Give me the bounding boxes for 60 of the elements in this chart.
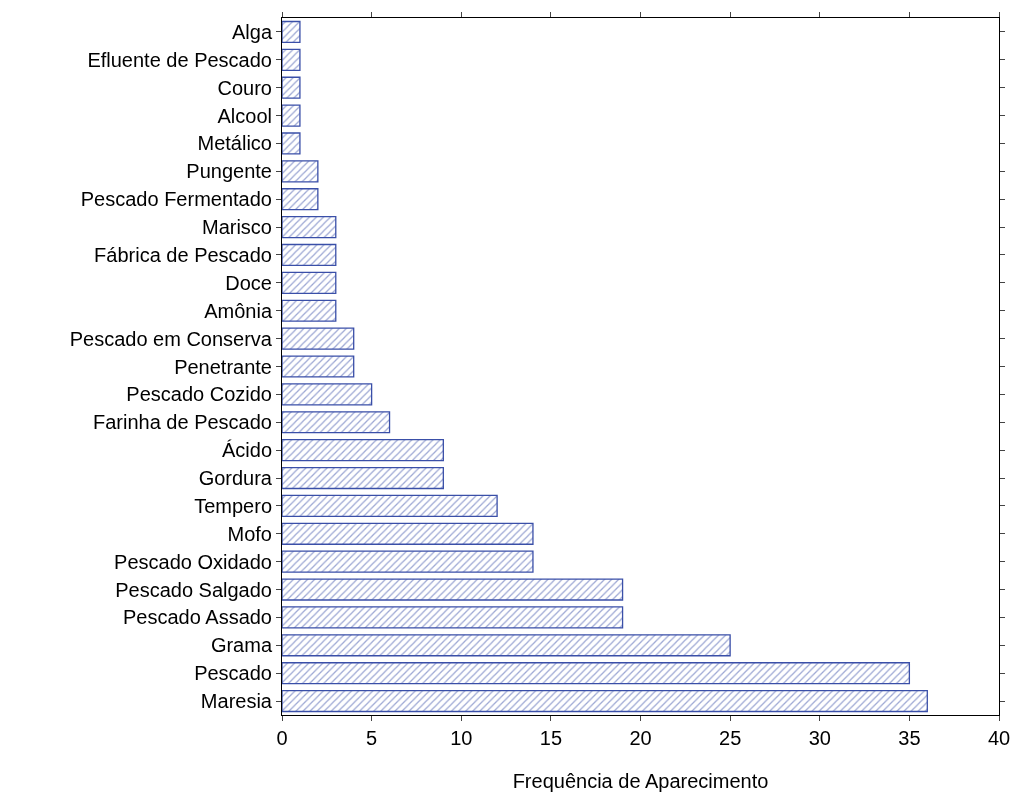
bar [282,48,301,71]
bar [282,662,911,685]
bar [282,327,355,350]
y-tick-label: Pescado Salgado [115,578,272,601]
x-tick-label: 5 [366,727,378,749]
bar [282,634,731,657]
y-tick-label: Mofo [227,522,272,545]
bar [282,243,337,267]
y-tick-label: Pescado Assado [123,606,272,629]
y-tick-label: Pescado Fermentado [80,188,272,211]
y-tick-label: Grama [210,634,273,657]
y-tick-label: Tempero [194,494,272,517]
x-tick-label: 30 [808,727,831,749]
bar [282,160,319,183]
bar [282,188,319,211]
bar [282,439,444,462]
bar [282,20,301,44]
y-tick-label: Efluente de Pescado [87,48,272,71]
y-tick-label: Pescado Cozido [126,383,272,406]
bar [282,383,373,406]
bar [282,522,534,545]
bar [282,355,355,378]
bar [282,466,444,490]
bar [282,216,337,239]
y-tick-label: Maresia [200,690,273,713]
x-tick-label: 20 [629,727,652,749]
x-tick-label: 35 [898,727,921,749]
y-tick-label: Marisco [201,216,272,239]
y-tick-label: Doce [225,271,272,294]
bar [282,299,337,322]
x-tick-label: 25 [719,727,742,749]
x-tick-label: 10 [450,727,473,749]
y-tick-label: Couro [217,76,272,99]
y-tick-label: Farinha de Pescado [92,411,272,434]
y-tick-label: Pescado em Conserva [69,327,273,350]
bar [282,411,391,434]
y-tick-label: Pescado [194,662,272,685]
y-tick-label: Pescado Oxidado [114,550,272,573]
y-tick-label: Gordura [198,467,273,490]
bar [282,689,928,713]
bar [282,550,534,573]
bar [282,132,301,155]
x-tick-label: 40 [987,727,1011,749]
bar [282,104,301,127]
y-tick-label: Pungente [186,160,272,183]
bar [282,606,624,629]
bar [282,494,498,517]
bar [282,271,337,294]
x-tick-label: 0 [276,727,288,749]
x-axis-title: Frequência de Aparecimento [512,769,769,792]
y-tick-label: Ácido [221,439,272,462]
y-tick-label: Fábrica de Pescado [94,243,272,266]
y-tick-label: Alga [231,20,273,43]
x-tick-label: 15 [539,727,563,749]
bar [282,578,624,601]
y-tick-label: Metálico [197,132,272,155]
y-tick-label: Penetrante [174,355,272,378]
y-tick-label: Amônia [204,299,273,322]
bar [282,76,301,99]
y-tick-label: Alcool [217,104,272,127]
